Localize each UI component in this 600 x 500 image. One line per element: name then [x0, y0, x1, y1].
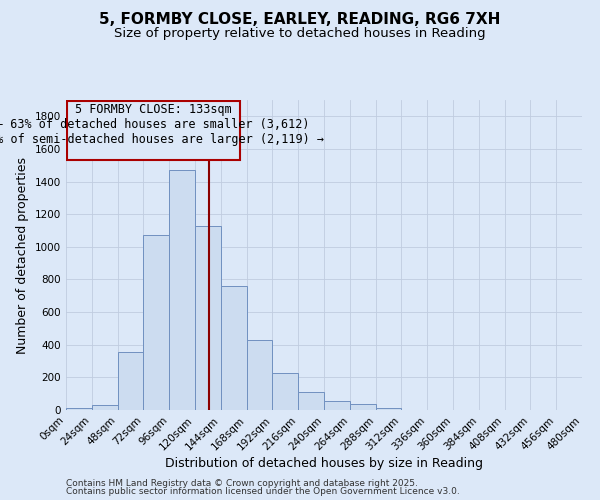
Bar: [195, 226, 221, 410]
Bar: [221, 286, 247, 410]
Text: 5, FORMBY CLOSE, EARLEY, READING, RG6 7XH: 5, FORMBY CLOSE, EARLEY, READING, RG6 7X…: [100, 12, 500, 28]
Y-axis label: Number of detached properties: Number of detached properties: [16, 156, 29, 354]
Bar: [247, 340, 272, 410]
Bar: [143, 236, 169, 410]
Bar: [324, 401, 350, 410]
Text: Contains public sector information licensed under the Open Government Licence v3: Contains public sector information licen…: [66, 487, 460, 496]
Bar: [376, 408, 401, 410]
Bar: [92, 405, 118, 410]
Text: 5 FORMBY CLOSE: 133sqm
← 63% of detached houses are smaller (3,612)
37% of semi-: 5 FORMBY CLOSE: 133sqm ← 63% of detached…: [0, 104, 324, 146]
FancyBboxPatch shape: [67, 101, 240, 160]
Text: Size of property relative to detached houses in Reading: Size of property relative to detached ho…: [114, 28, 486, 40]
X-axis label: Distribution of detached houses by size in Reading: Distribution of detached houses by size …: [165, 458, 483, 470]
Bar: [350, 404, 376, 410]
Bar: [66, 408, 92, 410]
Bar: [272, 374, 298, 410]
Bar: [169, 170, 195, 410]
Bar: [118, 352, 143, 410]
Text: Contains HM Land Registry data © Crown copyright and database right 2025.: Contains HM Land Registry data © Crown c…: [66, 478, 418, 488]
Bar: [298, 392, 324, 410]
